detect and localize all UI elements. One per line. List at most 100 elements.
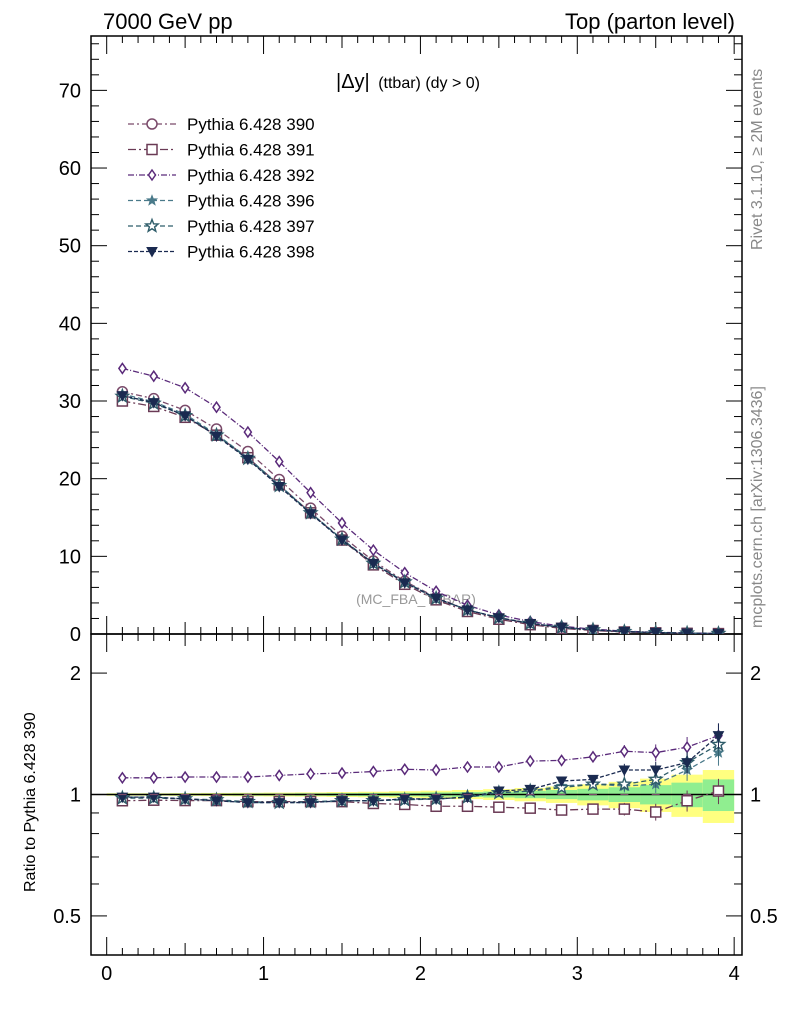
ratio-data-point [273,798,286,809]
ratio-data-point [587,774,599,786]
data-point [180,381,190,395]
ratio-data-point [304,798,317,809]
ratio-data-point [555,776,568,788]
ratio-data-point [651,746,661,759]
ratio-data-point [494,760,504,774]
mcplots-label: mcplots.cern.ch [arXiv:1306.3436] [749,386,766,628]
legend-entry: Pythia 6.428 396 [128,192,315,211]
data-point [210,431,223,442]
ratio-data-point [463,760,472,774]
ratio-data-point [618,803,631,815]
data-point [337,516,347,530]
legend-label: Pythia 6.428 390 [187,115,315,134]
ratio-data-point [524,802,536,814]
legend-marker [145,194,159,206]
ratio-data-point [649,765,662,777]
ratio-series-pythia-6-428-398 [116,723,725,809]
main-y-tick-label: 20 [59,469,81,491]
ratio-data-point [336,796,348,807]
ratio-data-point [306,767,316,781]
ratio-y-tick-label-right: 1 [750,785,761,807]
ratio-data-point [274,769,284,782]
ratio-data-point [681,794,693,807]
ratio-data-point [116,792,129,804]
ratio-data-point [616,775,633,792]
data-point [649,628,662,634]
ratio-y-tick-label-right: 2 [750,663,761,685]
ratio-data-point [147,792,160,804]
data-point [618,627,631,634]
legend-entry: Pythia 6.428 390 [128,115,315,134]
data-point [555,622,568,634]
data-point [461,605,474,616]
plot-title-main: |Δy| [336,71,370,93]
ratio-data-point [180,770,190,784]
ratio-data-point [649,806,662,818]
ratio-data-point [431,763,441,777]
ratio-y-axis-label: Ratio to Pythia 6.428 390 [22,712,39,892]
x-tick-label: 2 [415,963,426,985]
data-point [212,400,221,414]
legend-label: Pythia 6.428 391 [187,141,315,160]
data-point [430,593,442,605]
legend-label: Pythia 6.428 397 [187,217,315,236]
data-point [147,398,160,409]
legend-marker [146,118,158,130]
x-tick-label: 4 [729,963,740,985]
main-y-tick-label: 0 [70,624,81,646]
ratio-data-point [461,792,474,804]
data-point [524,618,537,630]
data-point [681,628,693,634]
data-point [304,509,317,520]
data-point [306,486,316,499]
x-tick-label: 0 [101,963,112,985]
ratio-y-tick-label: 1 [70,785,81,807]
ratio-series-line [122,743,719,804]
main-y-tick-label: 70 [59,80,81,102]
legend-entry: Pythia 6.428 397 [128,217,315,236]
ratio-data-point [149,771,159,785]
ratio-data-point [555,804,568,816]
ratio-data-point [493,786,505,798]
ratio-panel-series [114,723,727,821]
analysis-watermark: (MC_FBA_TTBAR) [356,591,476,607]
main-y-tick-label: 60 [59,158,81,180]
ratio-data-point [212,770,221,784]
ratio-series-pythia-6-428-392 [117,723,723,785]
ratio-data-point [588,750,598,764]
main-panel-series [114,362,727,634]
x-tick-label: 1 [258,963,269,985]
ratio-y-tick-label: 0.5 [53,906,81,928]
legend-marker [146,143,158,156]
ratio-data-point [712,785,725,797]
data-point [712,628,725,634]
data-point [274,455,284,468]
ratio-series-line [122,735,719,804]
data-point [398,578,411,589]
ratio-data-point [243,770,253,784]
ratio-data-point [337,766,347,780]
legend-label: Pythia 6.428 398 [187,243,315,262]
data-point [273,481,286,493]
ratio-data-point [712,731,725,742]
data-point [242,454,254,466]
ratio-data-point [493,801,505,813]
ratio-data-point [242,798,254,809]
data-point [493,613,505,624]
ratio-data-point [557,754,567,767]
legend-entry: Pythia 6.428 392 [128,166,315,185]
ratio-y-tick-label-right: 0.5 [750,906,778,928]
plot-title: |Δy| (ttbar) (dy > 0) [336,71,480,93]
ratio-data-point [587,803,599,815]
ratio-y-tick-label: 2 [70,663,81,685]
main-y-tick-label: 50 [59,236,81,258]
data-point [367,558,380,570]
ratio-data-point [210,796,223,807]
legend-entry: Pythia 6.428 398 [128,243,315,262]
ratio-series-line [122,734,719,779]
ratio-data-point [682,740,692,754]
ratio-data-point [681,758,693,769]
header-left-label: 7000 GeV pp [103,9,233,34]
